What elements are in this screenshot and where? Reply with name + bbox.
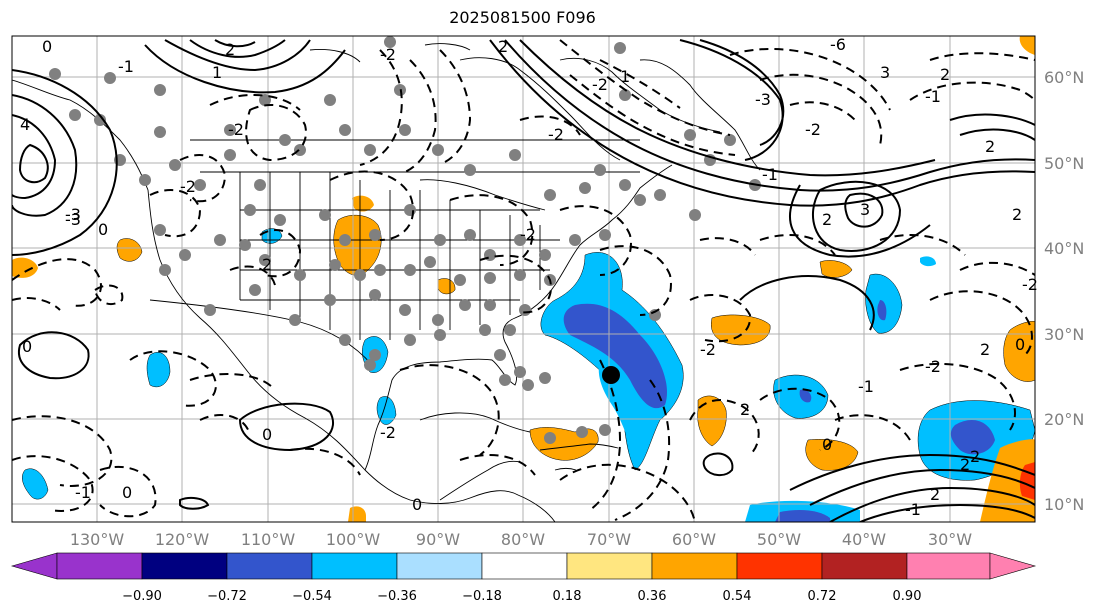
lat-label: 40°N <box>1044 239 1084 258</box>
contour-label: -1 <box>118 57 134 76</box>
contour-label: 3 <box>860 200 870 219</box>
contour-label: 2 <box>822 210 832 229</box>
contour-label: -2 <box>548 125 564 144</box>
contour-label: 0 <box>42 37 52 56</box>
contour-label: -6 <box>830 35 846 54</box>
lon-label: 30°W <box>928 530 972 549</box>
contour-label: 0 <box>822 435 832 454</box>
colorbar-segment <box>226 552 313 580</box>
colorbar-segment <box>481 552 568 580</box>
contour-label: -2 <box>520 225 536 244</box>
lon-label: 80°W <box>501 530 545 549</box>
contour-label: 2 <box>980 340 990 359</box>
colorbar-tick-label: 0.72 <box>808 589 837 604</box>
contour-label: -2 <box>228 120 244 139</box>
colorbar <box>10 552 1037 580</box>
contour-lines <box>12 39 1035 522</box>
lat-label: 30°N <box>1044 325 1084 344</box>
contour-label: -3 <box>755 90 771 109</box>
contour-label: 4 <box>20 115 30 134</box>
station-dots <box>49 36 761 444</box>
colorbar-tick-label: 0.36 <box>638 589 667 604</box>
colorbar-tick-label: 0.90 <box>893 589 922 604</box>
graticule <box>12 36 1035 522</box>
contour-label: 3 <box>880 63 890 82</box>
contour-label: -2 <box>1022 275 1038 294</box>
colorbar-segment <box>906 552 991 580</box>
contour-label: 2 <box>225 40 235 59</box>
colorbar-tick-label: 0.54 <box>723 589 752 604</box>
lon-label: 90°W <box>416 530 460 549</box>
contour-label: 2 <box>940 65 950 84</box>
contour-label: -3 <box>65 210 81 229</box>
longitude-labels: 130°W 120°W 110°W 100°W 90°W 80°W 70°W 6… <box>70 530 972 549</box>
colorbar-segment <box>396 552 483 580</box>
contour-label: 0 <box>412 495 422 514</box>
contour-labels: 0 -1 2 1 -2 2 -2 1 -6 3 2 -1 2 2 -1 2 -2… <box>20 35 1038 519</box>
colorbar-segment <box>311 552 398 580</box>
contour-label: 0 <box>1015 335 1025 354</box>
lon-label: 110°W <box>241 530 296 549</box>
lon-label: 120°W <box>155 530 210 549</box>
colorbar-tick-label: −0.54 <box>292 589 332 604</box>
lon-label: 50°W <box>757 530 801 549</box>
coastlines <box>12 43 761 522</box>
colorbar-tick-label: 0.18 <box>553 589 582 604</box>
colorbar-segment <box>10 552 58 580</box>
contour-label: 0 <box>22 337 32 356</box>
contour-label: -2 <box>380 423 396 442</box>
lon-label: 40°W <box>842 530 886 549</box>
contour-label: -1 <box>925 87 941 106</box>
colorbar-tick-label: −0.90 <box>122 589 162 604</box>
colorbar-segment <box>989 552 1037 580</box>
colorbar-segment <box>736 552 823 580</box>
lon-label: 100°W <box>326 530 381 549</box>
contour-label: -1 <box>858 377 874 396</box>
contour-label: -1 <box>905 500 921 519</box>
contour-label: 2 <box>960 455 970 474</box>
lat-label: 60°N <box>1044 68 1084 87</box>
contour-label: 2 <box>740 400 750 419</box>
contour-label: -2 <box>180 177 196 196</box>
colorbar-tick-label: −0.36 <box>377 589 417 604</box>
lat-label: 10°N <box>1044 495 1084 514</box>
colorbar-segment <box>821 552 908 580</box>
contour-label: 0 <box>122 483 132 502</box>
contour-label: 0 <box>262 425 272 444</box>
contour-label: 0 <box>98 220 108 239</box>
storm-center-marker <box>602 366 620 384</box>
contour-label: 2 <box>498 37 508 56</box>
contour-label: 2 <box>1012 205 1022 224</box>
latitude-labels: 60°N 50°N 40°N 30°N 20°N 10°N <box>1044 68 1084 514</box>
lon-label: 70°W <box>587 530 631 549</box>
colorbar-segment <box>56 552 143 580</box>
contour-label: -2 <box>380 45 396 64</box>
contour-label: 1 <box>212 63 222 82</box>
contour-label: -2 <box>592 75 608 94</box>
colorbar-tick-label: −0.18 <box>462 589 502 604</box>
colorbar-segment <box>651 552 738 580</box>
contour-label: 2 <box>970 447 980 466</box>
colorbar-segment <box>141 552 228 580</box>
contour-label: -2 <box>805 120 821 139</box>
colorbar-segment <box>566 552 653 580</box>
contour-label: -1 <box>75 483 91 502</box>
contour-label: 2 <box>985 137 995 156</box>
lat-label: 50°N <box>1044 154 1084 173</box>
contour-label: -3 <box>65 205 81 224</box>
colorbar-ticks: −0.90 −0.72 −0.54 −0.36 −0.18 0.18 0.36 … <box>122 589 921 604</box>
colorbar-tick-label: −0.72 <box>207 589 247 604</box>
map-frame <box>11 35 1036 523</box>
lon-label: 130°W <box>70 530 125 549</box>
contour-label: 2 <box>930 485 940 504</box>
contour-label: 1 <box>620 67 630 86</box>
contour-label: -2 <box>700 340 716 359</box>
contour-label: -1 <box>762 165 778 184</box>
map-title: 2025081500 F096 <box>449 8 596 27</box>
contour-label: -2 <box>925 357 941 376</box>
lon-label: 60°W <box>672 530 716 549</box>
lat-label: 20°N <box>1044 410 1084 429</box>
contour-label: 2 <box>262 255 272 274</box>
